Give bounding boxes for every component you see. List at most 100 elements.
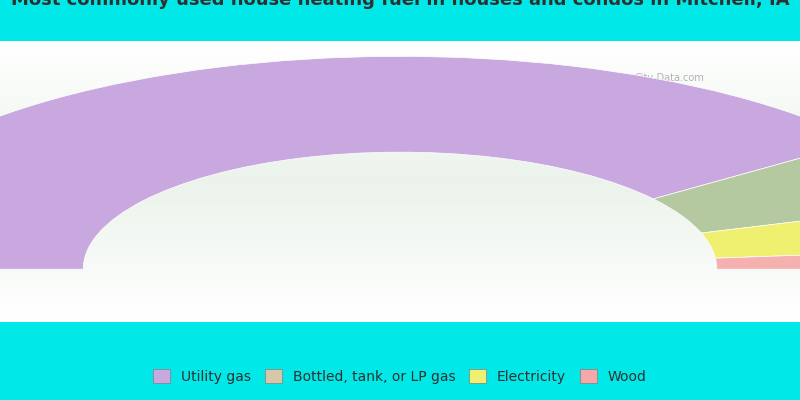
Bar xyxy=(0,50,800,53)
Bar xyxy=(0,78,800,81)
Bar xyxy=(0,168,800,171)
Bar xyxy=(0,126,800,129)
Bar xyxy=(0,182,800,185)
Bar xyxy=(0,263,800,266)
FancyBboxPatch shape xyxy=(0,27,800,322)
Bar xyxy=(0,106,800,109)
Bar xyxy=(0,213,800,216)
Bar xyxy=(0,288,800,292)
Bar xyxy=(0,137,800,140)
Bar xyxy=(0,44,800,47)
Bar xyxy=(0,306,800,308)
Bar xyxy=(0,156,800,160)
Bar xyxy=(0,246,800,250)
Bar xyxy=(0,103,800,106)
Bar xyxy=(0,207,800,210)
Bar xyxy=(0,86,800,89)
Bar xyxy=(0,244,800,246)
Bar xyxy=(0,241,800,244)
Bar xyxy=(0,98,800,100)
Bar xyxy=(0,75,800,78)
Bar xyxy=(0,154,800,157)
Bar xyxy=(0,272,800,275)
Bar xyxy=(0,193,800,196)
Wedge shape xyxy=(0,56,800,269)
Bar xyxy=(0,100,800,103)
Bar xyxy=(0,131,800,134)
Bar xyxy=(0,162,800,165)
Bar xyxy=(0,235,800,238)
Bar xyxy=(0,47,800,50)
Bar xyxy=(0,145,800,148)
Bar xyxy=(0,230,800,232)
Bar xyxy=(0,218,800,221)
Bar xyxy=(0,274,800,278)
Bar xyxy=(0,117,800,120)
Bar xyxy=(0,176,800,179)
Bar xyxy=(0,134,800,137)
Bar xyxy=(0,114,800,118)
Bar xyxy=(0,227,800,230)
Bar xyxy=(0,204,800,207)
Bar xyxy=(0,70,800,72)
Bar xyxy=(0,196,800,199)
Bar xyxy=(0,64,800,67)
Bar xyxy=(0,151,800,154)
Bar xyxy=(0,317,800,320)
Bar xyxy=(0,224,800,227)
Bar xyxy=(0,142,800,146)
Bar xyxy=(0,174,800,176)
Bar xyxy=(0,140,800,143)
Bar xyxy=(0,252,800,255)
Bar xyxy=(0,314,800,317)
Bar xyxy=(0,277,800,280)
Bar xyxy=(0,72,800,75)
Bar xyxy=(0,56,800,58)
Bar xyxy=(0,269,800,272)
Bar xyxy=(0,89,800,92)
Bar xyxy=(0,202,800,204)
Bar xyxy=(0,185,800,188)
Bar xyxy=(0,308,800,311)
Bar xyxy=(0,283,800,286)
Bar xyxy=(0,190,800,193)
Bar xyxy=(0,123,800,126)
Bar xyxy=(0,148,800,151)
Bar xyxy=(0,120,800,123)
Bar xyxy=(0,128,800,132)
Bar xyxy=(0,171,800,174)
Wedge shape xyxy=(702,204,800,258)
Bar xyxy=(0,221,800,224)
Bar xyxy=(0,216,800,218)
Bar xyxy=(0,255,800,258)
Bar xyxy=(0,266,800,269)
Bar xyxy=(0,297,800,300)
Bar xyxy=(0,199,800,202)
Bar xyxy=(0,300,800,303)
Bar xyxy=(0,42,800,44)
Bar xyxy=(0,311,800,314)
Bar xyxy=(0,84,800,86)
Bar xyxy=(0,58,800,61)
Bar xyxy=(0,188,800,190)
Bar xyxy=(0,53,800,56)
Bar xyxy=(0,258,800,261)
Bar xyxy=(0,61,800,64)
Bar xyxy=(0,67,800,70)
Bar xyxy=(0,165,800,168)
Bar xyxy=(0,280,800,283)
Text: City-Data.com: City-Data.com xyxy=(634,73,704,83)
Bar xyxy=(0,286,800,289)
Bar xyxy=(0,303,800,306)
Wedge shape xyxy=(654,142,800,233)
Bar xyxy=(0,81,800,84)
Wedge shape xyxy=(715,249,800,269)
Bar xyxy=(0,210,800,213)
Bar xyxy=(0,159,800,162)
Bar xyxy=(0,179,800,182)
Bar xyxy=(0,238,800,241)
Bar xyxy=(0,320,800,322)
Bar xyxy=(0,112,800,114)
Bar xyxy=(0,260,800,264)
Title: Most commonly used house heating fuel in houses and condos in Mitchell, IA: Most commonly used house heating fuel in… xyxy=(10,0,790,9)
